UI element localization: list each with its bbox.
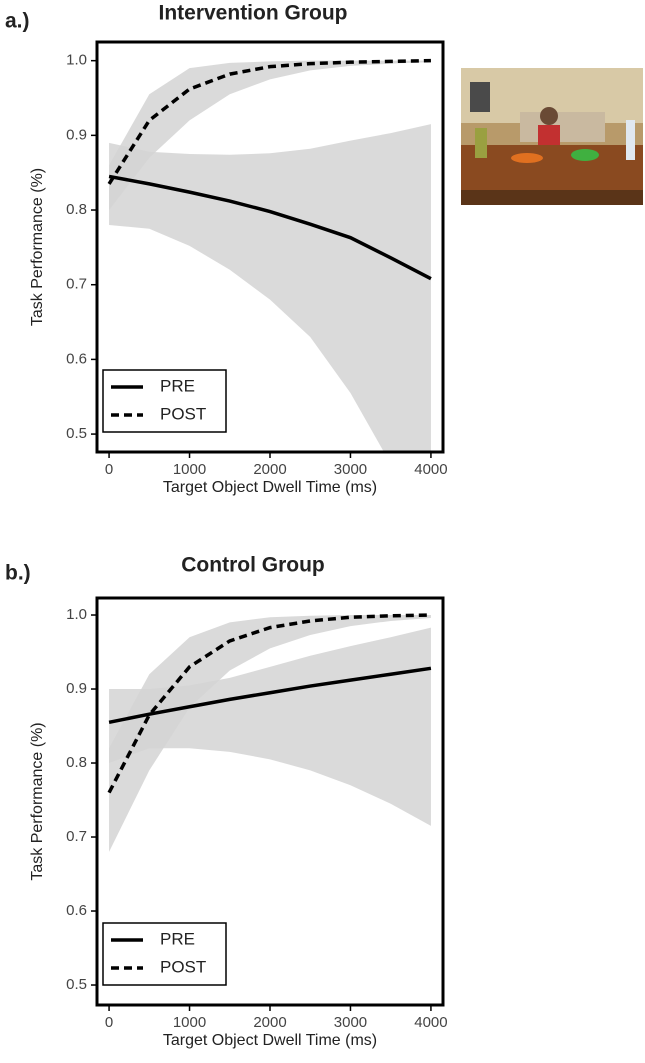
legend-box [102, 922, 227, 986]
legend-label: POST [160, 404, 206, 423]
x-axis-title: Target Object Dwell Time (ms) [163, 479, 377, 496]
y-tick-label: 0.6 [66, 902, 87, 919]
panel-label: a.) [5, 10, 30, 33]
y-tick-label: 0.9 [66, 680, 87, 697]
legend-label: PRE [160, 376, 195, 395]
x-tick-label: 4000 [414, 461, 447, 478]
photo [461, 68, 643, 205]
y-tick-label: 0.5 [66, 976, 87, 993]
chart-title: Intervention Group [159, 2, 348, 25]
confidence-band [109, 124, 431, 452]
y-tick-label: 0.6 [66, 350, 87, 367]
x-tick-label: 2000 [253, 1014, 286, 1031]
confidence-band [109, 627, 431, 826]
y-tick-label: 0.8 [66, 201, 87, 218]
confidence-band [109, 60, 431, 211]
plot-frame [95, 596, 445, 1007]
chart-title: Control Group [181, 554, 324, 577]
y-tick-label: 0.7 [66, 276, 87, 293]
x-tick-label: 1000 [173, 1014, 206, 1031]
y-axis-title: Task Performance (%) [29, 168, 46, 326]
x-tick-label: 3000 [334, 461, 367, 478]
x-tick-label: 0 [105, 1014, 113, 1031]
y-axis-title: Task Performance (%) [29, 722, 46, 880]
x-tick-label: 4000 [414, 1014, 447, 1031]
panel-label: b.) [5, 562, 31, 585]
y-tick-label: 0.5 [66, 425, 87, 442]
series-line [108, 666, 432, 725]
y-tick-label: 0.7 [66, 828, 87, 845]
y-tick-label: 1.0 [66, 52, 87, 69]
y-tick-label: 0.8 [66, 754, 87, 771]
legend-label: POST [160, 957, 206, 976]
series-line [107, 613, 431, 794]
x-tick-label: 1000 [173, 461, 206, 478]
plot-frame [95, 40, 445, 454]
x-tick-label: 0 [105, 461, 113, 478]
x-tick-label: 3000 [334, 1014, 367, 1031]
y-tick-label: 1.0 [66, 606, 87, 623]
legend-box [102, 369, 227, 433]
legend-label: PRE [160, 929, 195, 948]
y-tick-label: 0.9 [66, 126, 87, 143]
x-tick-label: 2000 [253, 461, 286, 478]
x-axis-title: Target Object Dwell Time (ms) [163, 1032, 377, 1049]
series-line [107, 58, 431, 185]
series-line [108, 174, 432, 281]
confidence-band [109, 615, 431, 852]
